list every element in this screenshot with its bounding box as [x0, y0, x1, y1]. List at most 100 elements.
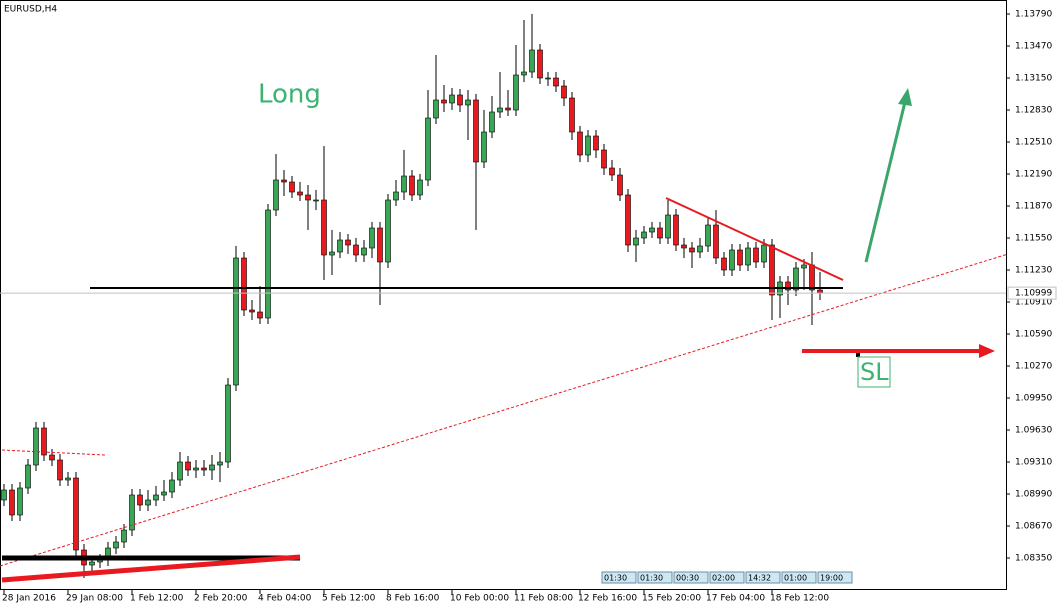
candle-body — [385, 199, 391, 263]
candle-body — [673, 214, 679, 246]
candle-body — [505, 107, 511, 111]
plot-frame — [0, 0, 1007, 590]
candle-body — [73, 477, 79, 551]
time-marker: 00:30 — [676, 574, 699, 583]
candle-body — [337, 239, 343, 253]
candle-body — [169, 479, 175, 493]
candle-body — [113, 541, 119, 549]
candle-body — [177, 461, 183, 481]
y-tick-label: 1.11230 — [1015, 266, 1052, 276]
candle-body — [625, 194, 631, 246]
candle-body — [377, 227, 383, 263]
candle-body — [609, 167, 615, 176]
candle-body — [737, 249, 743, 266]
candle-body — [753, 247, 759, 263]
candle-body — [521, 71, 527, 76]
base-trend — [1, 554, 301, 583]
current-price-box — [1007, 286, 1057, 300]
y-tick-label: 1.10590 — [1015, 330, 1052, 340]
y-tick-label: 1.10910 — [1015, 298, 1052, 308]
candle-body — [65, 477, 71, 481]
candle-body — [57, 459, 63, 481]
x-tick-label: 10 Feb 00:00 — [450, 594, 509, 604]
x-tick-label: 18 Feb 12:00 — [770, 594, 829, 604]
candle-body — [217, 461, 223, 466]
candle-body — [705, 224, 711, 247]
x-tick-label: 12 Feb 16:00 — [578, 594, 637, 604]
y-tick-label: 1.13470 — [1015, 42, 1052, 52]
y-tick-label: 1.09950 — [1015, 394, 1052, 404]
y-tick-label: 1.10270 — [1015, 362, 1052, 372]
x-tick-label: 29 Jan 08:00 — [66, 594, 123, 604]
candle-body — [281, 179, 287, 183]
candle-body — [441, 99, 447, 104]
candle-body — [233, 257, 239, 386]
y-tick-label: 1.08990 — [1015, 490, 1052, 500]
x-tick-label: 28 Jan 2016 — [2, 594, 56, 604]
candle-body — [529, 49, 535, 73]
candle-body — [137, 494, 143, 506]
candle-body — [257, 311, 263, 319]
candle-body — [273, 179, 279, 211]
y-tick-label: 1.12830 — [1015, 106, 1052, 116]
y-tick-label: 1.13790 — [1015, 10, 1052, 20]
long-label: Long — [258, 80, 321, 110]
x-tick-label: 8 Feb 16:00 — [386, 594, 440, 604]
candle-body — [793, 267, 799, 291]
x-tick-label: 17 Feb 04:00 — [706, 594, 765, 604]
candle-body — [225, 384, 231, 463]
time-marker: 01:30 — [640, 574, 663, 583]
candle-body — [49, 454, 55, 461]
candle-body — [769, 244, 775, 296]
candle-body — [17, 487, 23, 516]
candle-body — [697, 245, 703, 253]
candle-body — [121, 529, 127, 543]
time-marker-box — [709, 571, 745, 584]
candles — [1, 14, 823, 578]
time-marker-box — [817, 571, 853, 584]
candle-body — [473, 99, 479, 163]
candle-body — [425, 117, 431, 181]
candle-body — [89, 561, 95, 566]
candle-body — [489, 111, 495, 133]
candle-body — [393, 191, 399, 201]
candle-body — [569, 97, 575, 133]
sl-box — [857, 356, 891, 388]
current-price-label: 1.10999 — [1015, 289, 1052, 299]
candle-body — [593, 135, 599, 151]
candle-body — [201, 467, 207, 471]
candle-body — [361, 247, 367, 256]
candle-body — [801, 264, 807, 269]
candle-body — [1, 489, 7, 501]
candle-body — [321, 199, 327, 256]
candle-body — [601, 149, 607, 169]
candle-body — [785, 281, 791, 291]
y-tick-label: 1.12510 — [1015, 138, 1052, 148]
time-marker: 19:00 — [820, 574, 843, 583]
time-marker: 14:32 — [748, 574, 771, 583]
candle-body — [465, 99, 471, 106]
resistance-line — [665, 197, 844, 281]
candle-body — [145, 499, 151, 506]
y-tick-label: 1.08670 — [1015, 522, 1052, 532]
long-arrow — [864, 101, 907, 263]
candle-body — [681, 244, 687, 249]
candle-body — [633, 237, 639, 246]
candle-body — [537, 49, 543, 79]
time-marker: 02:00 — [712, 574, 735, 583]
trend-line — [1, 449, 106, 456]
candle-body — [417, 179, 423, 196]
y-tick-label: 1.13150 — [1015, 74, 1052, 84]
candle-body — [353, 244, 359, 256]
candle-body — [713, 224, 719, 259]
candle-body — [33, 427, 39, 466]
candle-body — [689, 247, 695, 253]
candle-body — [305, 194, 311, 201]
candle-body — [433, 99, 439, 119]
sl-arrowhead — [979, 344, 995, 358]
candle-body — [665, 214, 671, 239]
long-arrowhead — [898, 88, 912, 106]
candle-body — [209, 464, 215, 471]
candle-body — [577, 131, 583, 156]
